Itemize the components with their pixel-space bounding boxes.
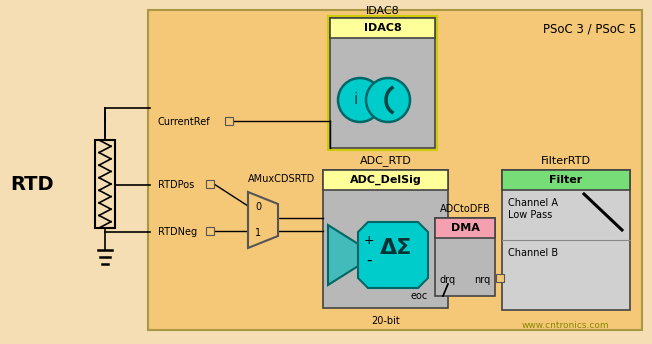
Text: eoc: eoc <box>411 291 428 301</box>
Text: RTDNeg: RTDNeg <box>158 227 197 237</box>
Text: drq: drq <box>440 275 456 285</box>
Bar <box>435 218 495 296</box>
Text: www.cntronics.com: www.cntronics.com <box>521 321 609 330</box>
Text: Channel B: Channel B <box>508 248 558 258</box>
Bar <box>330 18 435 38</box>
Text: AMuxCDSRTD: AMuxCDSRTD <box>248 174 316 184</box>
Text: FilterRTD: FilterRTD <box>541 156 591 166</box>
Bar <box>496 274 504 282</box>
Bar <box>148 10 642 330</box>
Text: DMA: DMA <box>451 223 479 233</box>
Bar <box>323 170 448 308</box>
Text: ADC_DelSig: ADC_DelSig <box>349 175 421 185</box>
Text: IDAC8: IDAC8 <box>366 6 400 16</box>
Bar <box>435 218 495 238</box>
Text: ADCtoDFB: ADCtoDFB <box>439 204 490 214</box>
Bar <box>502 170 630 190</box>
Circle shape <box>338 78 382 122</box>
Text: RTD: RTD <box>10 174 53 193</box>
Polygon shape <box>358 222 428 288</box>
Text: Low Pass: Low Pass <box>508 210 552 220</box>
Bar <box>323 170 448 190</box>
Text: IDAC8: IDAC8 <box>364 23 402 33</box>
Text: -: - <box>366 252 372 268</box>
Text: PSoC 3 / PSoC 5: PSoC 3 / PSoC 5 <box>542 22 636 35</box>
Bar <box>206 180 214 188</box>
Text: 0: 0 <box>255 202 261 212</box>
Text: ADC_RTD: ADC_RTD <box>360 155 411 166</box>
Text: i: i <box>354 93 358 107</box>
Bar <box>502 170 630 310</box>
Bar <box>328 16 437 150</box>
Text: 1: 1 <box>255 228 261 238</box>
Text: +: + <box>364 234 374 247</box>
Text: Channel A: Channel A <box>508 198 558 208</box>
Bar <box>330 18 435 148</box>
Bar <box>206 227 214 235</box>
Polygon shape <box>248 192 278 248</box>
Polygon shape <box>328 225 363 285</box>
Text: 20-bit: 20-bit <box>371 316 400 326</box>
Text: ΔΣ: ΔΣ <box>380 238 412 258</box>
Bar <box>95 140 115 228</box>
Circle shape <box>366 78 410 122</box>
Text: CurrentRef: CurrentRef <box>158 117 211 127</box>
Bar <box>225 117 233 125</box>
Text: nrq: nrq <box>474 275 490 285</box>
Text: RTDPos: RTDPos <box>158 180 194 190</box>
Text: Filter: Filter <box>550 175 583 185</box>
